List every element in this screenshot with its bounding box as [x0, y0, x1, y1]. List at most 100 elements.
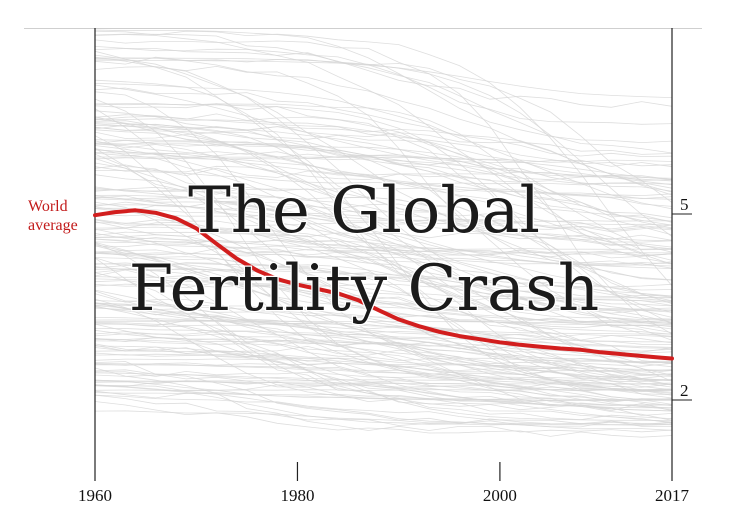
country-line: [94, 189, 673, 248]
x-tick-label: 1980: [280, 486, 314, 505]
country-line: [94, 320, 673, 396]
country-line: [94, 186, 673, 197]
country-line: [94, 123, 673, 321]
country-line: [94, 238, 673, 257]
country-line: [94, 30, 673, 286]
country-line: [94, 361, 673, 425]
country-line: [94, 39, 673, 335]
country-line: [94, 298, 673, 401]
country-line: [94, 84, 673, 179]
country-line: [94, 226, 673, 325]
country-line: [94, 204, 673, 231]
country-line: [94, 103, 673, 304]
country-line: [95, 320, 672, 324]
country-line: [94, 231, 673, 241]
country-line: [94, 114, 673, 167]
country-line: [94, 390, 673, 424]
x-tick-label: 2000: [483, 486, 517, 505]
country-line: [94, 129, 673, 223]
country-line: [94, 293, 673, 416]
country-line: [94, 367, 673, 433]
country-line: [94, 110, 673, 180]
country-lines: [94, 29, 673, 438]
country-line: [94, 380, 673, 389]
country-line: [94, 140, 673, 243]
country-line: [94, 262, 673, 306]
country-line: [94, 305, 673, 410]
country-line: [94, 278, 673, 311]
country-line: [94, 262, 673, 401]
country-line: [94, 149, 673, 200]
country-line: [94, 248, 673, 259]
annotation-line-2: average: [28, 217, 78, 234]
country-line: [94, 251, 673, 335]
country-line: [94, 239, 673, 341]
country-line: [94, 116, 673, 200]
country-line: [94, 200, 673, 302]
country-line: [94, 282, 673, 345]
country-line: [94, 331, 673, 364]
country-line: [94, 187, 673, 298]
country-line: [94, 269, 673, 368]
country-line: [94, 83, 673, 210]
country-line: [94, 384, 673, 421]
x-tick-label: 2017: [655, 486, 690, 505]
country-line: [94, 322, 673, 370]
country-line: [94, 56, 673, 307]
country-line: [94, 141, 673, 163]
country-line: [94, 302, 673, 349]
country-line: [94, 410, 673, 426]
country-line: [94, 125, 673, 182]
country-line: [94, 46, 673, 154]
country-line: [94, 164, 673, 189]
country-line: [94, 317, 673, 359]
country-line: [94, 170, 673, 186]
country-line: [94, 201, 673, 339]
x-tick-label: 1960: [78, 486, 112, 505]
country-line: [94, 345, 672, 421]
country-line: [94, 319, 673, 391]
country-line: [94, 153, 673, 365]
country-line: [94, 195, 673, 337]
country-line: [94, 231, 673, 381]
country-line: [94, 50, 673, 233]
country-line: [94, 65, 673, 266]
country-line: [94, 118, 673, 186]
country-line: [94, 272, 673, 407]
country-line: [94, 34, 673, 261]
country-line: [94, 148, 673, 302]
country-line: [94, 87, 673, 157]
country-line: [94, 113, 673, 207]
country-line: [94, 384, 673, 431]
country-line: [94, 79, 673, 335]
title-line-2: Fertility Crash: [129, 252, 600, 326]
y-tick-label: 5: [680, 195, 689, 214]
country-line: [94, 149, 673, 168]
country-line: [94, 174, 673, 328]
country-line: [94, 143, 673, 226]
country-line: [94, 123, 673, 155]
y-axis: 52: [672, 195, 692, 401]
country-line: [94, 48, 673, 125]
x-axis: 1960 1980 2000 2017: [78, 462, 690, 505]
country-line: [94, 370, 673, 392]
country-line: [94, 352, 673, 382]
country-line: [94, 157, 673, 253]
annotation-line-1: World: [28, 198, 68, 215]
country-line: [94, 197, 673, 327]
country-line: [94, 98, 673, 381]
country-line: [94, 358, 673, 393]
country-line: [94, 363, 673, 381]
country-line: [94, 340, 673, 364]
country-line: [95, 337, 673, 371]
country-line: [94, 304, 673, 386]
country-line: [94, 389, 673, 391]
country-line: [94, 253, 673, 320]
country-line: [94, 103, 673, 264]
country-line: [94, 29, 673, 144]
country-line: [94, 372, 673, 423]
country-line: [95, 207, 672, 222]
country-line: [94, 283, 673, 288]
country-line: [94, 266, 673, 382]
country-line: [94, 33, 673, 108]
